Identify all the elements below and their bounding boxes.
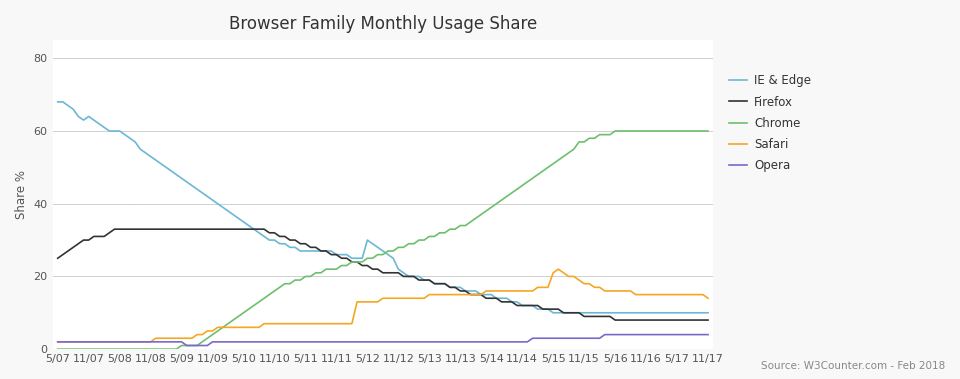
Line: Safari: Safari xyxy=(58,269,708,342)
IE & Edge xyxy=(703,310,714,315)
Opera xyxy=(599,332,611,337)
Opera xyxy=(703,332,714,337)
Firefox xyxy=(444,285,456,290)
Y-axis label: Share %: Share % xyxy=(15,170,28,219)
Legend: IE & Edge, Firefox, Chrome, Safari, Opera: IE & Edge, Firefox, Chrome, Safari, Oper… xyxy=(726,71,815,176)
Firefox xyxy=(108,227,120,232)
IE & Edge xyxy=(439,282,450,286)
Chrome xyxy=(439,230,450,235)
Chrome xyxy=(83,347,94,351)
Title: Browser Family Monthly Usage Share: Browser Family Monthly Usage Share xyxy=(228,15,537,33)
Safari xyxy=(703,296,714,301)
Line: Firefox: Firefox xyxy=(58,229,708,320)
Firefox xyxy=(470,292,482,297)
Opera xyxy=(181,343,193,348)
IE & Edge xyxy=(465,289,476,293)
Firefox xyxy=(52,256,63,260)
IE & Edge xyxy=(604,310,615,315)
Line: IE & Edge: IE & Edge xyxy=(58,102,708,313)
Chrome xyxy=(610,129,621,133)
Chrome xyxy=(703,129,714,133)
IE & Edge xyxy=(661,310,673,315)
Chrome xyxy=(599,132,611,137)
Opera xyxy=(52,340,63,344)
Firefox xyxy=(610,318,621,322)
Chrome xyxy=(465,219,476,224)
Firefox xyxy=(703,318,714,322)
Safari xyxy=(553,267,564,271)
Firefox xyxy=(83,238,94,242)
IE & Edge xyxy=(429,282,441,286)
IE & Edge xyxy=(83,114,94,119)
Safari xyxy=(604,289,615,293)
Safari xyxy=(661,292,673,297)
Firefox xyxy=(666,318,678,322)
Text: Source: W3Counter.com - Feb 2018: Source: W3Counter.com - Feb 2018 xyxy=(761,362,946,371)
Chrome xyxy=(429,234,441,239)
Line: Chrome: Chrome xyxy=(58,131,708,349)
Line: Opera: Opera xyxy=(58,335,708,346)
IE & Edge xyxy=(547,310,559,315)
Opera xyxy=(83,340,94,344)
Safari xyxy=(465,292,476,297)
Safari xyxy=(429,292,441,297)
Chrome xyxy=(52,347,63,351)
Safari xyxy=(439,292,450,297)
Opera xyxy=(610,332,621,337)
Firefox xyxy=(604,314,615,319)
Opera xyxy=(434,340,445,344)
Safari xyxy=(83,340,94,344)
Opera xyxy=(666,332,678,337)
IE & Edge xyxy=(52,100,63,104)
Opera xyxy=(444,340,456,344)
Chrome xyxy=(661,129,673,133)
Firefox xyxy=(434,282,445,286)
Opera xyxy=(470,340,482,344)
Safari xyxy=(52,340,63,344)
